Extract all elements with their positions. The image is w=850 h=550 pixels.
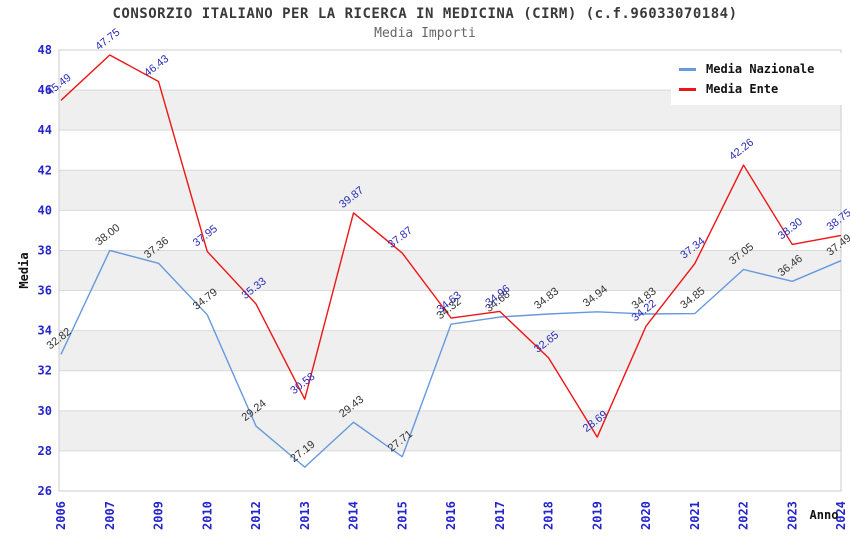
y-tick-label: 38 bbox=[38, 243, 52, 257]
legend-label-media-ente: Media Ente bbox=[706, 82, 779, 96]
y-tick-label: 26 bbox=[38, 484, 52, 498]
y-tick-label: 48 bbox=[38, 43, 52, 57]
y-tick-label: 36 bbox=[38, 284, 52, 298]
point-label-media-ente: 47.75 bbox=[93, 26, 122, 52]
series-line-media-nazionale bbox=[60, 249, 842, 468]
x-tick-label: 2007 bbox=[103, 501, 117, 530]
plot-band bbox=[59, 370, 841, 411]
x-axis-title: Anno bbox=[810, 508, 839, 522]
x-tick-label: 2020 bbox=[639, 501, 653, 530]
x-tick-label: 2010 bbox=[200, 501, 214, 530]
plot-border bbox=[58, 49, 842, 492]
plot-band bbox=[59, 410, 841, 451]
x-tick-label: 2012 bbox=[249, 501, 263, 530]
chart-title: CONSORZIO ITALIANO PER LA RICERCA IN MED… bbox=[112, 6, 738, 22]
legend-item-media-ente: Media Ente bbox=[679, 79, 841, 99]
x-tick-label: 2006 bbox=[54, 501, 68, 530]
y-tick-label: 32 bbox=[38, 364, 52, 378]
x-tick-label: 2016 bbox=[444, 501, 458, 530]
legend: Media Nazionale Media Ente bbox=[671, 53, 847, 105]
legend-label-media-nazionale: Media Nazionale bbox=[706, 62, 815, 76]
x-tick-label: 2013 bbox=[298, 501, 312, 530]
x-tick-label: 2009 bbox=[152, 501, 166, 530]
plot-band bbox=[59, 330, 841, 371]
y-tick-label: 34 bbox=[38, 324, 52, 338]
y-tick-label: 42 bbox=[38, 163, 52, 177]
x-tick-label: 2017 bbox=[493, 501, 507, 530]
x-tick-label: 2014 bbox=[347, 501, 361, 530]
legend-swatch-media-ente bbox=[679, 87, 696, 91]
y-tick-label: 30 bbox=[38, 404, 52, 418]
x-tick-label: 2018 bbox=[542, 501, 556, 530]
x-tick-label: 2023 bbox=[785, 501, 799, 530]
y-tick-label: 40 bbox=[38, 203, 52, 217]
plot-band bbox=[59, 450, 841, 491]
chart-subtitle: Media Importi bbox=[374, 26, 476, 41]
y-axis-title: Media bbox=[17, 252, 31, 288]
x-tick-label: 2024 bbox=[834, 501, 848, 530]
plot-band bbox=[59, 290, 841, 331]
plot-band bbox=[59, 210, 841, 251]
y-tick-label: 46 bbox=[38, 83, 52, 97]
y-tick-label: 44 bbox=[38, 123, 52, 137]
plot-band bbox=[59, 250, 841, 291]
legend-swatch-media-nazionale bbox=[679, 67, 696, 71]
x-tick-label: 2021 bbox=[688, 501, 702, 530]
series-line-media-ente bbox=[60, 54, 842, 438]
x-tick-label: 2022 bbox=[737, 501, 751, 530]
legend-item-media-nazionale: Media Nazionale bbox=[679, 59, 841, 79]
x-tick-label: 2019 bbox=[590, 501, 604, 530]
x-tick-label: 2015 bbox=[395, 501, 409, 530]
y-tick-label: 28 bbox=[38, 444, 52, 458]
plot-band bbox=[59, 130, 841, 171]
